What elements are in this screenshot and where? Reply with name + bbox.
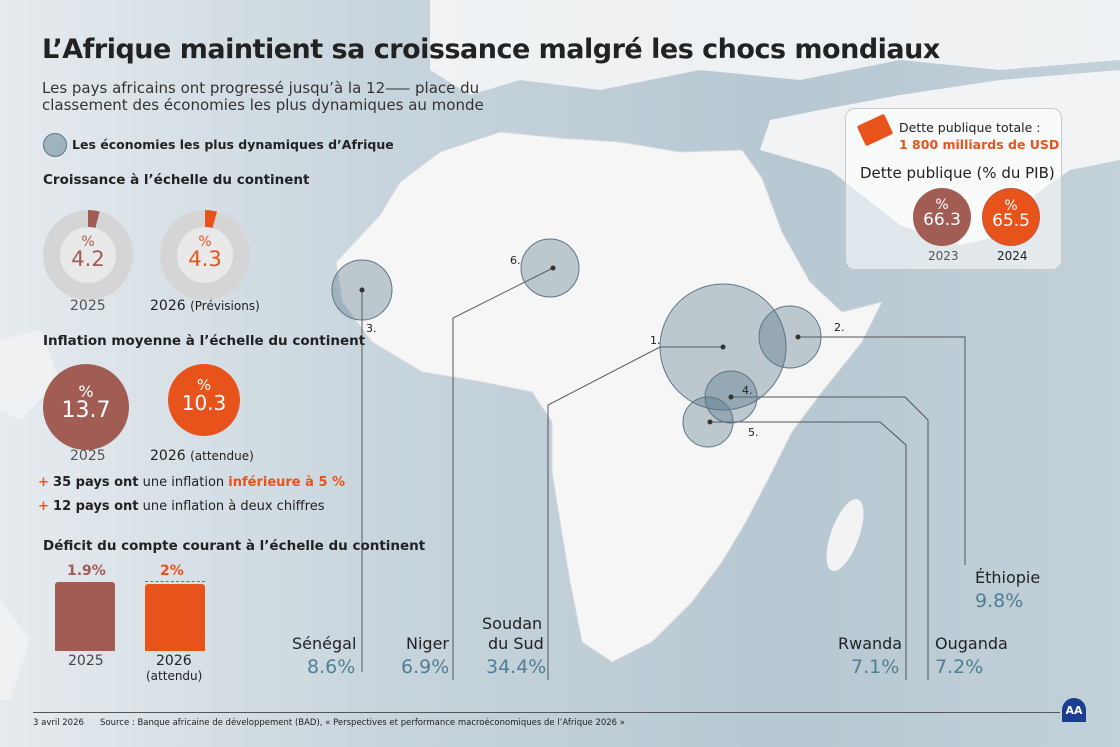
deficit-year-2025: 2025 [68, 653, 104, 669]
bubble-ethiopie [758, 305, 822, 369]
footer-source: Source : Banque africaine de développeme… [100, 718, 625, 728]
deficit-heading: Déficit du compte courant à l’échelle du… [43, 538, 426, 554]
legend-label: Les économies les plus dynamiques d’Afri… [72, 137, 394, 152]
country-name-ethiopie: Éthiopie [975, 568, 1041, 587]
country-name-rwanda: Rwanda [838, 634, 903, 653]
rank-label-3: 3. [366, 322, 377, 335]
debt-total-value: 1 800 milliards de USD [899, 137, 1060, 152]
rank-label-1: 1. [650, 334, 661, 347]
deficit-bar-2025 [55, 582, 115, 651]
growth-donut-2025: % 4.2 [43, 210, 133, 300]
country-name-niger: Niger [406, 634, 449, 653]
growth-year-2025: 2025 [70, 298, 106, 314]
legend-bubble-icon [43, 133, 67, 157]
country-value-niger: 6.9% [401, 656, 450, 678]
debt-circle-2023: % 66.3 [913, 188, 971, 246]
deficit-value-2026: 2% [160, 563, 184, 579]
country-name-ouganda: Ouganda [935, 634, 1008, 653]
bubble-niger [520, 238, 580, 298]
country-value-ethiopie: 9.8% [975, 590, 1024, 612]
inflation-heading: Inflation moyenne à l’échelle du contine… [43, 333, 366, 349]
deficit-year-2026: 2026 [156, 653, 192, 669]
bullet-icon: + [38, 475, 49, 490]
subtitle-line-2: classement des économies les plus dynami… [42, 96, 484, 114]
growth-donut-2026: % 4.3 [160, 210, 250, 300]
country-name-soudan-line1: Soudan [482, 614, 543, 633]
inflation-year-2025: 2025 [70, 448, 106, 464]
inflation-bullet-2: + 12 pays ont une inflation à deux chiff… [38, 499, 325, 514]
subtitle-line-1: Les pays africains ont progressé jusqu’à… [42, 79, 480, 97]
rank-label-6: 6. [510, 254, 521, 267]
debt-year-2024: 2024 [997, 249, 1028, 263]
debt-heading: Dette publique (% du PIB) [860, 164, 1055, 182]
inflation-circle-2025: % 13.7 [43, 364, 129, 450]
growth-year-2026: 2026 (Prévisions) [150, 298, 260, 314]
footer-date: 3 avril 2026 [33, 718, 84, 728]
aa-logo: AA [1062, 698, 1086, 722]
country-name-soudan-line2: du Sud [488, 634, 544, 653]
inflation-year-2026: 2026 (attendue) [150, 448, 254, 464]
deficit-value-2025: 1.9% [67, 563, 106, 579]
bullet-icon: + [38, 499, 49, 514]
money-icon [856, 113, 894, 147]
debt-circle-2024: % 65.5 [982, 188, 1040, 246]
inflation-bullet-1: + 35 pays ont une inflation inférieure à… [38, 475, 346, 490]
growth-heading: Croissance à l’échelle du continent [43, 172, 310, 188]
country-value-ouganda: 7.2% [935, 656, 984, 678]
debt-panel: Dette publique totale : 1 800 milliards … [845, 108, 1062, 270]
rank-label-4: 4. [742, 384, 753, 397]
country-value-rwanda: 7.1% [851, 656, 900, 678]
debt-year-2023: 2023 [928, 249, 959, 263]
inflation-circle-2026: % 10.3 [168, 364, 240, 436]
deficit-bar-2026 [145, 584, 205, 651]
rank-label-2: 2. [834, 321, 845, 334]
deficit-bar-2026-reference [145, 581, 205, 584]
country-name-senegal: Sénégal [292, 634, 357, 653]
footer-divider [33, 712, 1060, 713]
country-value-soudan: 34.4% [486, 656, 547, 678]
rank-label-5: 5. [748, 426, 759, 439]
country-value-senegal: 8.6% [307, 656, 356, 678]
deficit-note-2026: (attendu) [146, 669, 203, 683]
debt-total-label: Dette publique totale : [899, 120, 1041, 135]
page-title: L’Afrique maintient sa croissance malgré… [42, 34, 940, 65]
